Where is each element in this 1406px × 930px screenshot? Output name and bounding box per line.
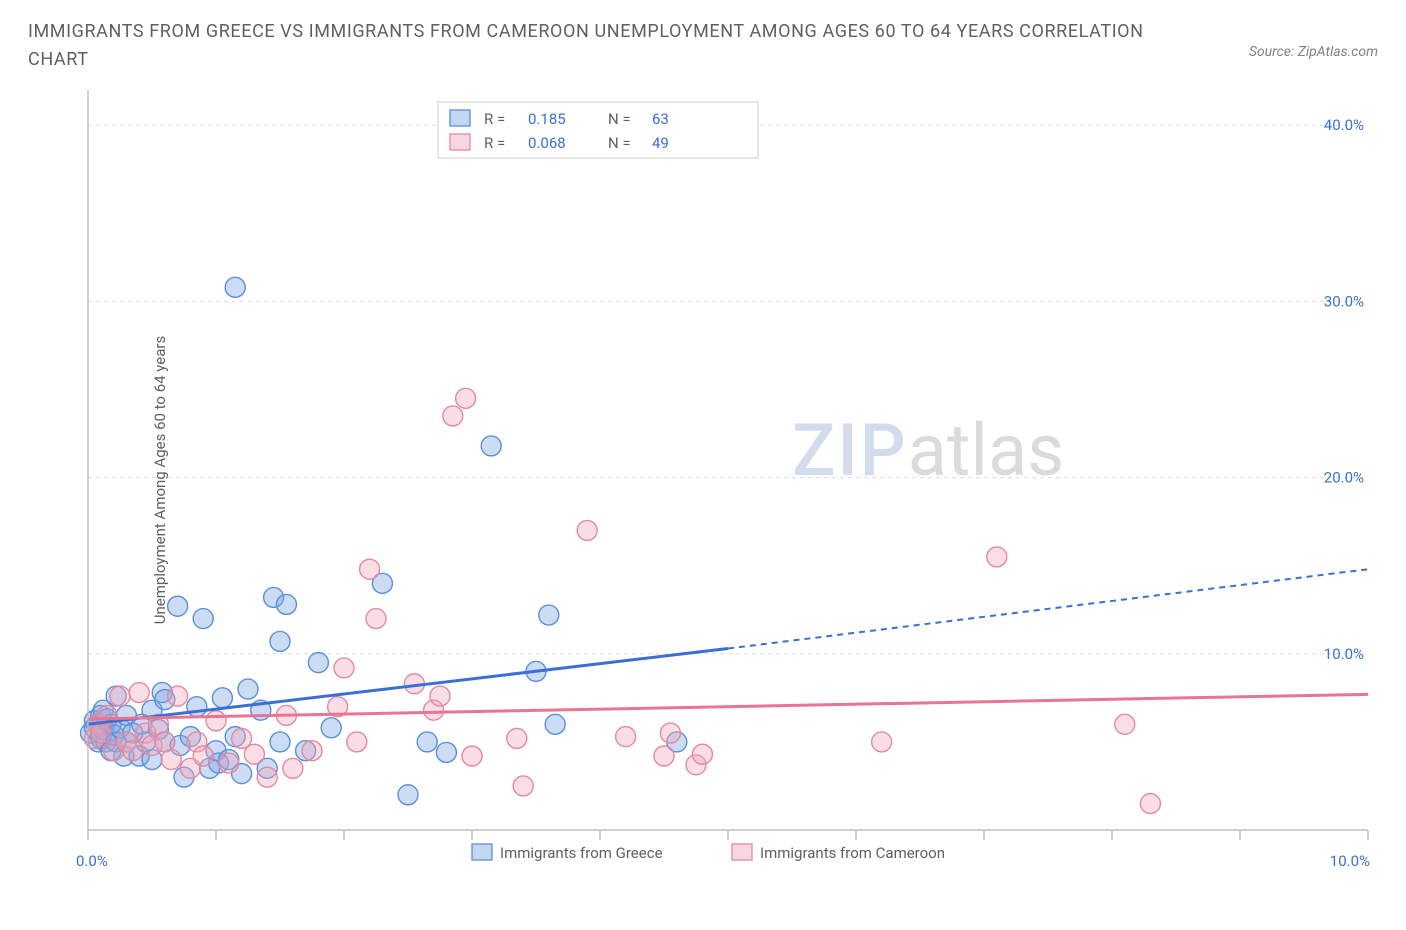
legend-r-label: R = xyxy=(484,134,505,152)
cameroon-point xyxy=(360,559,380,579)
legend-n-label: N = xyxy=(608,134,631,152)
cameroon-point xyxy=(462,746,482,766)
legend-n-value-cameroon: 49 xyxy=(652,134,669,152)
correlation-chart: Unemployment Among Ages 60 to 64 years Z… xyxy=(28,80,1378,880)
legend-label-cameroon: Immigrants from Cameroon xyxy=(760,844,945,862)
cameroon-point xyxy=(430,686,450,706)
greece-point xyxy=(321,718,341,738)
legend-swatch-cameroon xyxy=(450,134,470,150)
cameroon-point xyxy=(660,723,680,743)
cameroon-point xyxy=(347,732,367,752)
x-tick-label: 0.0% xyxy=(76,852,108,870)
greece-point xyxy=(308,652,328,672)
cameroon-point xyxy=(244,744,264,764)
greece-point xyxy=(212,688,232,708)
legend-r-value-greece: 0.185 xyxy=(528,110,566,128)
greece-point xyxy=(270,732,290,752)
greece-point xyxy=(168,596,188,616)
cameroon-point xyxy=(168,686,188,706)
cameroon-trend-line xyxy=(88,694,1368,719)
legend-r-label: R = xyxy=(484,110,505,128)
cameroon-point xyxy=(987,547,1007,567)
y-axis-label: Unemployment Among Ages 60 to 64 years xyxy=(151,336,169,624)
greece-point xyxy=(481,436,501,456)
y-tick-label: 10.0% xyxy=(1324,645,1364,663)
cameroon-point xyxy=(1140,793,1160,813)
cameroon-point xyxy=(443,406,463,426)
cameroon-point xyxy=(161,749,181,769)
series-legend: Immigrants from Greece Immigrants from Ca… xyxy=(472,844,945,862)
watermark: ZIPatlas xyxy=(792,408,1064,493)
chart-svg: ZIPatlas 0.0% 10.0% 10.0% 20.0% 30.0% 40.0% R =… xyxy=(28,80,1378,880)
cameroon-point xyxy=(577,520,597,540)
greece-point xyxy=(417,732,437,752)
legend-r-value-cameroon: 0.068 xyxy=(528,134,566,152)
greece-point xyxy=(539,605,559,625)
cameroon-point xyxy=(456,388,476,408)
cameroon-point xyxy=(219,753,239,773)
source-attribution: Source: ZipAtlas.com xyxy=(1249,18,1378,60)
cameroon-point xyxy=(692,744,712,764)
cameroon-point xyxy=(513,776,533,796)
cameroon-point xyxy=(257,767,277,787)
legend-swatch-cameroon xyxy=(732,844,752,860)
greece-point xyxy=(238,679,258,699)
y-tick-label: 40.0% xyxy=(1324,116,1364,134)
cameroon-point xyxy=(366,608,386,628)
greece-point xyxy=(545,714,565,734)
y-tick-label: 30.0% xyxy=(1324,292,1364,310)
legend-label-greece: Immigrants from Greece xyxy=(500,844,663,862)
legend-swatch-greece xyxy=(450,110,470,126)
stats-legend: R = 0.185 N = 63 R = 0.068 N = 49 xyxy=(438,102,758,158)
greece-point xyxy=(193,608,213,628)
greece-point xyxy=(270,631,290,651)
source-label: Source: xyxy=(1249,44,1294,60)
legend-n-value-greece: 63 xyxy=(652,110,669,128)
y-tick-label: 20.0% xyxy=(1324,468,1364,486)
legend-n-label: N = xyxy=(608,110,631,128)
greece-point xyxy=(276,594,296,614)
source-name: ZipAtlas.com xyxy=(1298,44,1378,60)
greece-point xyxy=(225,277,245,297)
cameroon-point xyxy=(654,746,674,766)
cameroon-point xyxy=(123,740,143,760)
cameroon-point xyxy=(206,711,226,731)
greece-point xyxy=(398,785,418,805)
cameroon-point xyxy=(872,732,892,752)
greece-point xyxy=(436,742,456,762)
cameroon-point xyxy=(616,726,636,746)
chart-title: IMMIGRANTS FROM GREECE VS IMMIGRANTS FRO… xyxy=(28,18,1178,74)
cameroon-point xyxy=(129,682,149,702)
legend-swatch-greece xyxy=(472,844,492,860)
x-tick-label: 10.0% xyxy=(1330,852,1370,870)
cameroon-point xyxy=(283,758,303,778)
cameroon-point xyxy=(507,728,527,748)
cameroon-point xyxy=(302,740,322,760)
cameroon-point xyxy=(110,686,130,706)
cameroon-point xyxy=(193,746,213,766)
cameroon-point xyxy=(334,658,354,678)
greece-trend-extrapolation xyxy=(728,569,1368,648)
cameroon-point xyxy=(1115,714,1135,734)
